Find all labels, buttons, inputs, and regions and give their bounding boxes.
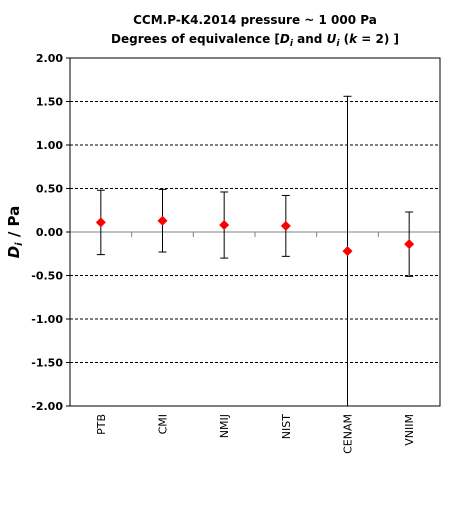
plot-area-border xyxy=(69,57,441,407)
y-tick-label: 1.50 xyxy=(36,96,63,109)
chart-title-line-1: CCM.P-K4.2014 pressure ~ 1 000 Pa xyxy=(133,13,377,27)
grid-lines xyxy=(70,101,440,363)
x-tick-label: NIST xyxy=(280,414,293,439)
data-point xyxy=(342,246,353,257)
x-tick-label: VNIIM xyxy=(403,414,416,446)
data-point xyxy=(95,217,106,228)
y-axis-label: Di / Pa xyxy=(5,206,25,259)
y-axis-ticks: 2.00 1.50 1.00 0.50 0.00 -0.50 -1.00 -1.50 -2.00 xyxy=(31,52,70,413)
x-tick-label: CENAM xyxy=(342,414,355,454)
data-point xyxy=(280,220,291,231)
y-tick-label: -2.00 xyxy=(31,400,63,413)
y-tick-label: 0.50 xyxy=(36,183,63,196)
x-tick-label: CMI xyxy=(157,414,170,434)
chart-title-line-2: Degrees of equivalence [Di and Ui (k = 2… xyxy=(111,32,399,49)
x-axis-ticks: PTB CMI NMIJ NIST CENAM VNIIM xyxy=(95,414,416,454)
x-tick-label: NMIJ xyxy=(218,414,231,438)
data-point xyxy=(157,215,168,226)
data-series xyxy=(95,95,415,407)
data-point xyxy=(219,220,230,231)
x-tick-label: PTB xyxy=(95,414,108,435)
data-point xyxy=(404,239,415,250)
y-tick-label: 1.00 xyxy=(36,139,63,152)
y-tick-label: -1.50 xyxy=(31,357,63,370)
y-tick-label: -1.00 xyxy=(31,313,63,326)
y-tick-label: 0.00 xyxy=(36,226,63,239)
y-tick-label: 2.00 xyxy=(36,52,63,65)
y-tick-label: -0.50 xyxy=(31,270,63,283)
